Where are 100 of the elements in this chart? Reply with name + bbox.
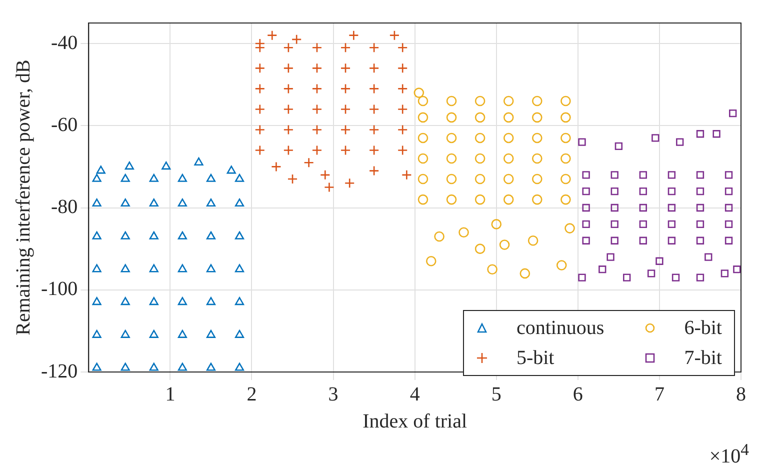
point xyxy=(446,96,457,106)
x-tick-label: 3 xyxy=(328,383,338,406)
point xyxy=(397,84,408,94)
point xyxy=(474,112,486,123)
point xyxy=(149,330,158,338)
point xyxy=(312,84,322,94)
point xyxy=(418,153,428,164)
point xyxy=(254,84,266,94)
point xyxy=(623,274,631,282)
point xyxy=(234,264,244,272)
point xyxy=(560,112,571,123)
point xyxy=(610,220,618,228)
point xyxy=(724,188,733,196)
point xyxy=(598,266,606,274)
point xyxy=(324,182,334,192)
point xyxy=(96,166,106,174)
point xyxy=(696,130,704,138)
point xyxy=(729,110,737,118)
point xyxy=(474,174,486,184)
point xyxy=(458,227,469,238)
x-tick-label: 5 xyxy=(491,383,502,406)
point xyxy=(287,174,298,184)
point xyxy=(418,174,428,184)
y-tick-label: -40 xyxy=(50,32,78,54)
point xyxy=(283,104,294,114)
point xyxy=(389,30,400,40)
point xyxy=(578,274,586,282)
point xyxy=(178,330,187,338)
point xyxy=(733,266,741,274)
point xyxy=(560,174,571,184)
point xyxy=(368,104,380,114)
point xyxy=(178,174,187,182)
point xyxy=(474,153,486,164)
point xyxy=(304,157,314,168)
x-tick-label: 2 xyxy=(246,383,257,406)
point xyxy=(696,220,704,228)
point xyxy=(397,124,408,135)
point xyxy=(652,134,660,142)
point xyxy=(724,220,733,228)
point xyxy=(291,34,302,45)
point xyxy=(556,260,567,270)
point xyxy=(487,264,498,275)
point xyxy=(283,63,294,74)
point xyxy=(234,362,244,371)
point xyxy=(234,297,244,306)
point xyxy=(696,274,704,282)
point xyxy=(474,132,486,144)
text: ×10$^{4}$ xyxy=(709,440,749,469)
point xyxy=(668,220,676,228)
point xyxy=(92,264,102,272)
point xyxy=(610,188,618,196)
point xyxy=(696,188,704,196)
point xyxy=(340,124,351,135)
point xyxy=(149,264,158,272)
point xyxy=(178,198,187,207)
point xyxy=(312,42,322,53)
point xyxy=(668,188,676,196)
point xyxy=(397,63,408,74)
legend-label: continuous xyxy=(516,316,604,340)
point xyxy=(446,194,457,205)
point xyxy=(92,231,102,240)
point xyxy=(704,253,712,261)
point xyxy=(639,171,647,179)
point xyxy=(503,96,514,106)
y-tick-label: -60 xyxy=(50,114,78,136)
point xyxy=(446,174,457,184)
point xyxy=(397,104,408,114)
point xyxy=(532,132,542,144)
point xyxy=(178,362,187,371)
point xyxy=(528,235,538,246)
point xyxy=(639,188,647,196)
point xyxy=(149,174,158,182)
point xyxy=(582,204,590,212)
point xyxy=(254,124,266,135)
point xyxy=(397,145,408,156)
x-tick-label: 7 xyxy=(654,383,664,406)
point xyxy=(474,244,486,254)
point xyxy=(206,231,216,240)
y-tick-label: -100 xyxy=(40,278,78,300)
point xyxy=(668,236,676,244)
x-tick-label: 8 xyxy=(736,383,746,406)
point xyxy=(266,30,278,40)
point xyxy=(639,236,647,244)
point xyxy=(560,194,571,205)
point xyxy=(414,88,424,98)
point xyxy=(178,231,187,240)
legend-label: 5-bit xyxy=(516,346,554,370)
point xyxy=(532,153,542,164)
point xyxy=(120,231,130,240)
point xyxy=(120,297,130,306)
point xyxy=(446,112,457,123)
point xyxy=(564,223,575,234)
point xyxy=(162,162,171,170)
point xyxy=(560,153,571,164)
x-tick-label: 4 xyxy=(410,383,420,406)
point xyxy=(491,219,502,230)
point xyxy=(368,145,380,156)
point xyxy=(92,330,102,338)
point xyxy=(120,264,130,272)
point xyxy=(340,145,351,156)
